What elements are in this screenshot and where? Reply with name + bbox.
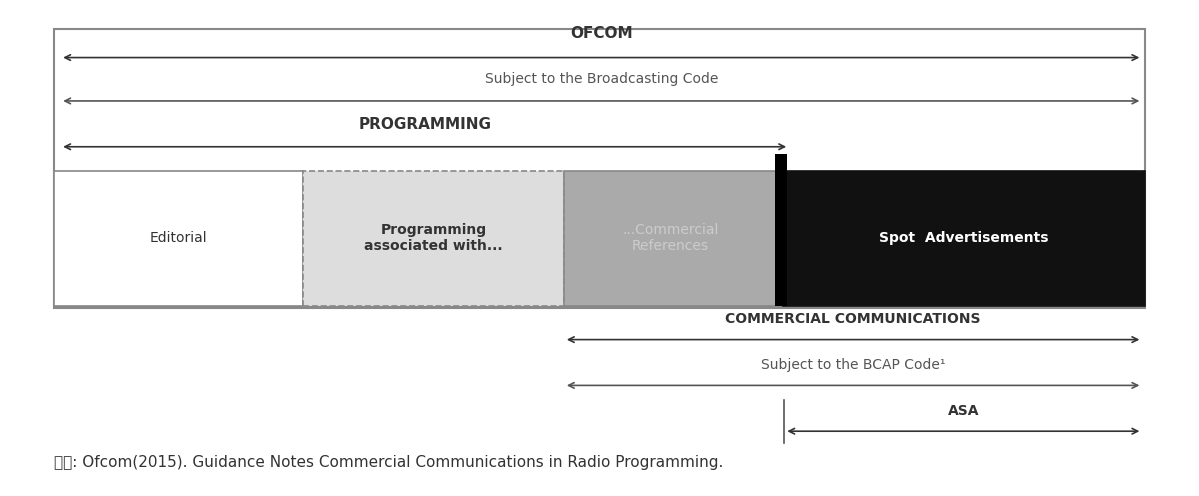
Text: Subject to the Broadcasting Code: Subject to the Broadcasting Code: [484, 72, 718, 86]
Text: Subject to the BCAP Code¹: Subject to the BCAP Code¹: [761, 358, 945, 372]
Text: COMMERCIAL COMMUNICATIONS: COMMERCIAL COMMUNICATIONS: [725, 312, 981, 326]
FancyBboxPatch shape: [54, 171, 303, 306]
Text: Editorial: Editorial: [150, 231, 207, 246]
Text: ...Commercial
References: ...Commercial References: [622, 223, 718, 253]
Text: PROGRAMMING: PROGRAMMING: [359, 117, 492, 132]
FancyBboxPatch shape: [775, 154, 787, 306]
FancyBboxPatch shape: [783, 171, 1145, 306]
Text: ASA: ASA: [947, 404, 980, 418]
FancyBboxPatch shape: [303, 171, 564, 306]
Text: 출처: Ofcom(2015). Guidance Notes Commercial Communications in Radio Programming.: 출처: Ofcom(2015). Guidance Notes Commerci…: [54, 455, 724, 470]
FancyBboxPatch shape: [564, 171, 777, 306]
Text: OFCOM: OFCOM: [570, 26, 633, 41]
Text: Programming
associated with...: Programming associated with...: [364, 223, 502, 253]
Text: Spot  Advertisements: Spot Advertisements: [879, 231, 1049, 246]
